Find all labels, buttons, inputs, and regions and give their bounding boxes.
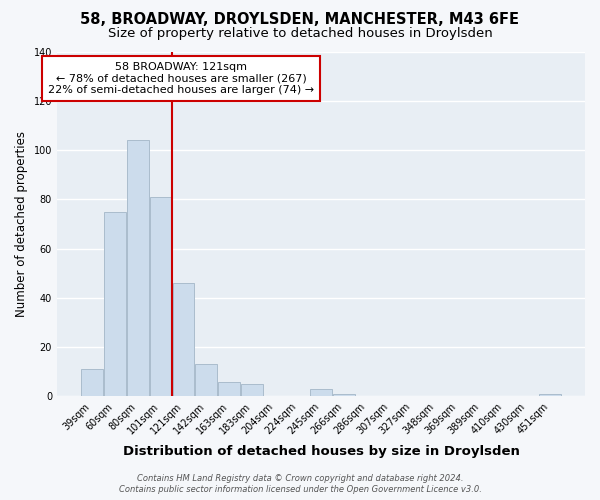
Text: Size of property relative to detached houses in Droylsden: Size of property relative to detached ho… (107, 28, 493, 40)
Text: Contains HM Land Registry data © Crown copyright and database right 2024.
Contai: Contains HM Land Registry data © Crown c… (119, 474, 481, 494)
Bar (81, 370, 103, 396)
Bar (310, 389, 332, 396)
Bar (539, 394, 561, 396)
X-axis label: Distribution of detached houses by size in Droylsden: Distribution of detached houses by size … (122, 444, 520, 458)
Bar (241, 384, 263, 396)
Bar (333, 394, 355, 396)
Text: 58 BROADWAY: 121sqm
← 78% of detached houses are smaller (267)
22% of semi-detac: 58 BROADWAY: 121sqm ← 78% of detached ho… (48, 62, 314, 95)
Text: 58, BROADWAY, DROYLSDEN, MANCHESTER, M43 6FE: 58, BROADWAY, DROYLSDEN, MANCHESTER, M43… (80, 12, 520, 28)
Bar (218, 382, 240, 396)
Bar (149, 197, 172, 396)
Bar (196, 364, 217, 396)
Bar (127, 140, 149, 396)
Bar (104, 212, 125, 396)
Y-axis label: Number of detached properties: Number of detached properties (15, 131, 28, 317)
Bar (173, 283, 194, 397)
